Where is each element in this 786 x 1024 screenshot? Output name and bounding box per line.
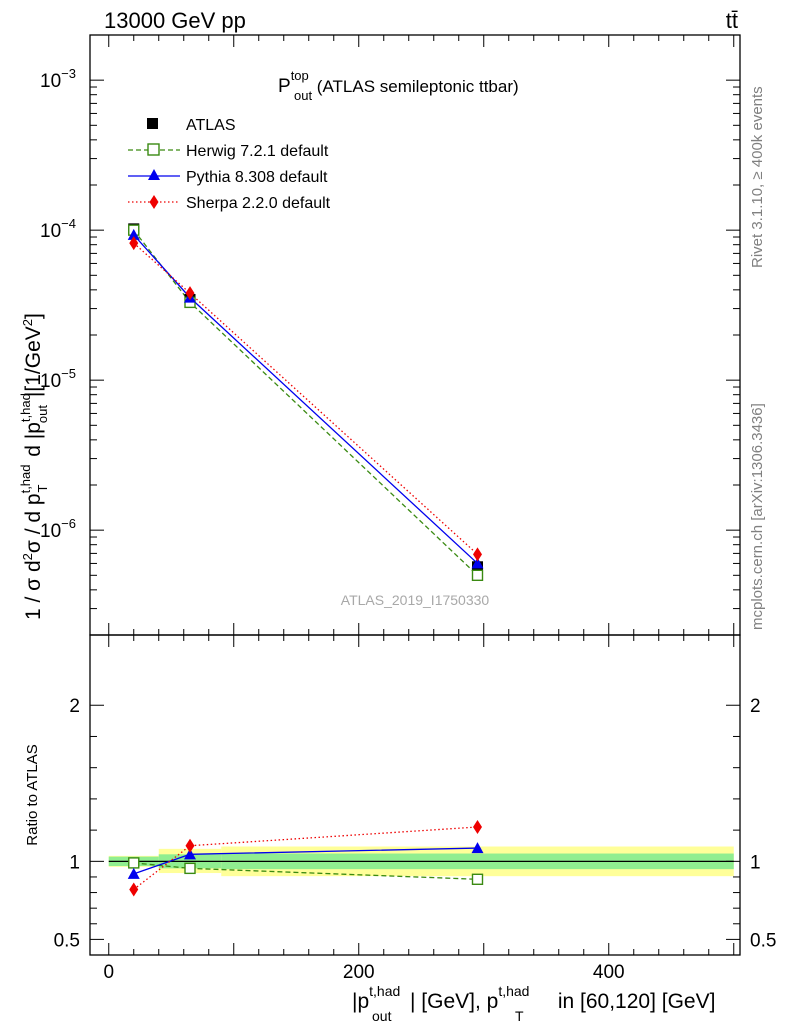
ratio-frame [89,634,741,956]
ratio-point-sherpa [185,838,195,853]
tick-base: 10 [40,221,61,242]
main-point-sherpa [185,286,195,301]
main-title-suffix: (ATLAS semileptonic ttbar) [312,77,519,96]
header-right-label: tt̄ [726,8,738,33]
header-left-label: 13000 GeV pp [104,8,246,33]
main-point-sherpa [129,236,139,251]
tick-base: 10 [40,371,61,392]
main-panel: 10−310−410−510−6 Ptop out (ATLAS semilept… [18,34,741,636]
main-y-tick-label: 10−5 [40,366,76,392]
ylabel-sub-2: T [35,485,50,493]
main-point-pythia [471,557,484,569]
legend-label-atlas: ATLAS [186,117,236,134]
tick-exponent: −3 [61,66,76,81]
tick-base: 10 [40,521,61,542]
tick-exponent: −5 [61,366,76,381]
main-y-axis-label: 1 / σ d2σ / d pt,had T d |pt,had out|[1/Ge… [18,313,50,620]
main-series-lines [133,229,478,576]
xlabel-p2-sup: t,had [498,983,529,999]
ratio-point-sherpa [129,882,139,897]
ratio-x-tick-labels: 0 200 400 [103,962,624,983]
main-point-pythia [127,228,140,240]
ratio-y-tick-label: 1 [69,852,80,873]
ylabel-part-2: σ / d p [22,493,45,553]
ylabel-sup-1: 2 [20,553,35,560]
ylabel-part-4: |[1/GeV [22,326,45,397]
legend-label-pythia: Pythia 8.308 default [186,169,328,186]
xlabel-p2: | [GeV], p [410,990,498,1013]
main-point-herwig [471,569,484,582]
ratio-y-tick-label: 2 [69,696,80,717]
xlabel-p1-sup: t,had [369,983,400,999]
x-tick-label: 0 [103,962,114,983]
tick-base: 10 [40,71,61,92]
ylabel-part-3: d |p [22,422,45,462]
ratio-point-pythia [184,848,196,860]
ratio-point-pythia [127,867,140,879]
main-axis-ticks [90,34,740,636]
xlabel-p3: in [60,120] [GeV] [552,990,715,1013]
ratio-y-tick-labels: 2 2 1 1 0.5 0.5 [54,696,777,951]
ratio-point-herwig [471,873,484,885]
main-series-markers [127,223,484,582]
x-axis-label: |pt,had out| [GeV], pt,had T in [60,120] [… [352,983,715,1024]
main-title: Ptop out (ATLAS semileptonic ttbar) [278,68,519,103]
legend-marker-pythia [148,169,160,180]
ylabel-part-5: ] [22,313,45,319]
main-line-pythia [133,234,478,564]
main-point-sherpa [473,547,482,562]
ylabel-sup-4: 2 [20,319,35,326]
mcplots-label: mcplots.cern.ch [arXiv:1306.3436] [749,403,766,630]
xlabel-p1-sub: out [372,1008,392,1024]
legend-item-sherpa: Sherpa 2.2.0 default [128,195,331,212]
ratio-y-tick-label-right: 1 [750,852,761,873]
ratio-y-tick-label-right: 2 [750,696,761,717]
legend: ATLAS Herwig 7.2.1 default Pythia 8.308 … [128,117,331,212]
ratio-point-sherpa [473,820,482,834]
main-title-base: P [278,76,291,97]
ratio-point-pythia [471,842,484,854]
ylabel-part-1: 1 / σ d [22,560,45,620]
ratio-point-herwig [128,857,140,869]
legend-marker-atlas [147,118,158,129]
main-title-sup: top [291,68,309,83]
ylabel-sup-3: t,had [18,393,33,422]
legend-marker-sherpa [149,195,159,209]
main-title-sub: out [294,88,312,103]
main-y-tick-labels: 10−310−410−510−6 [40,66,76,542]
legend-label-herwig: Herwig 7.2.1 default [186,143,329,160]
ratio-y-tick-label-right: 0.5 [750,930,776,951]
rivet-label: Rivet 3.1.10, ≥ 400k events [749,86,766,268]
watermark-label: ATLAS_2019_I1750330 [341,592,490,608]
ratio-series-markers [127,820,484,897]
legend-marker-herwig [147,143,160,156]
legend-item-herwig: Herwig 7.2.1 default [128,143,329,160]
legend-item-pythia: Pythia 8.308 default [128,169,328,186]
main-line-sherpa [133,242,478,555]
main-y-tick-label: 10−3 [40,66,76,92]
legend-item-atlas: ATLAS [147,117,236,134]
ratio-point-herwig [184,862,196,875]
x-tick-label: 200 [343,962,375,983]
ratio-axis-ticks [90,635,740,955]
main-line-herwig [133,229,478,576]
ylabel-sub-3: out [35,405,50,423]
tick-exponent: −6 [61,516,76,531]
ylabel-sup-2: t,had [18,465,33,494]
tick-exponent: −4 [61,216,76,231]
main-y-tick-label: 10−4 [40,216,76,242]
ratio-panel: 2 21 10.5 0.5 0 200 400 Ratio to ATLAS |pt,ha… [24,634,777,1024]
xlabel-p2-sub: T [515,1008,524,1024]
legend-label-sherpa: Sherpa 2.2.0 default [186,195,331,212]
ratio-y-axis-label: Ratio to ATLAS [24,744,41,845]
x-tick-label: 400 [593,962,625,983]
main-y-tick-label: 10−6 [40,516,76,542]
xlabel-p1: |p [352,990,369,1013]
ratio-y-tick-label: 0.5 [54,930,80,951]
